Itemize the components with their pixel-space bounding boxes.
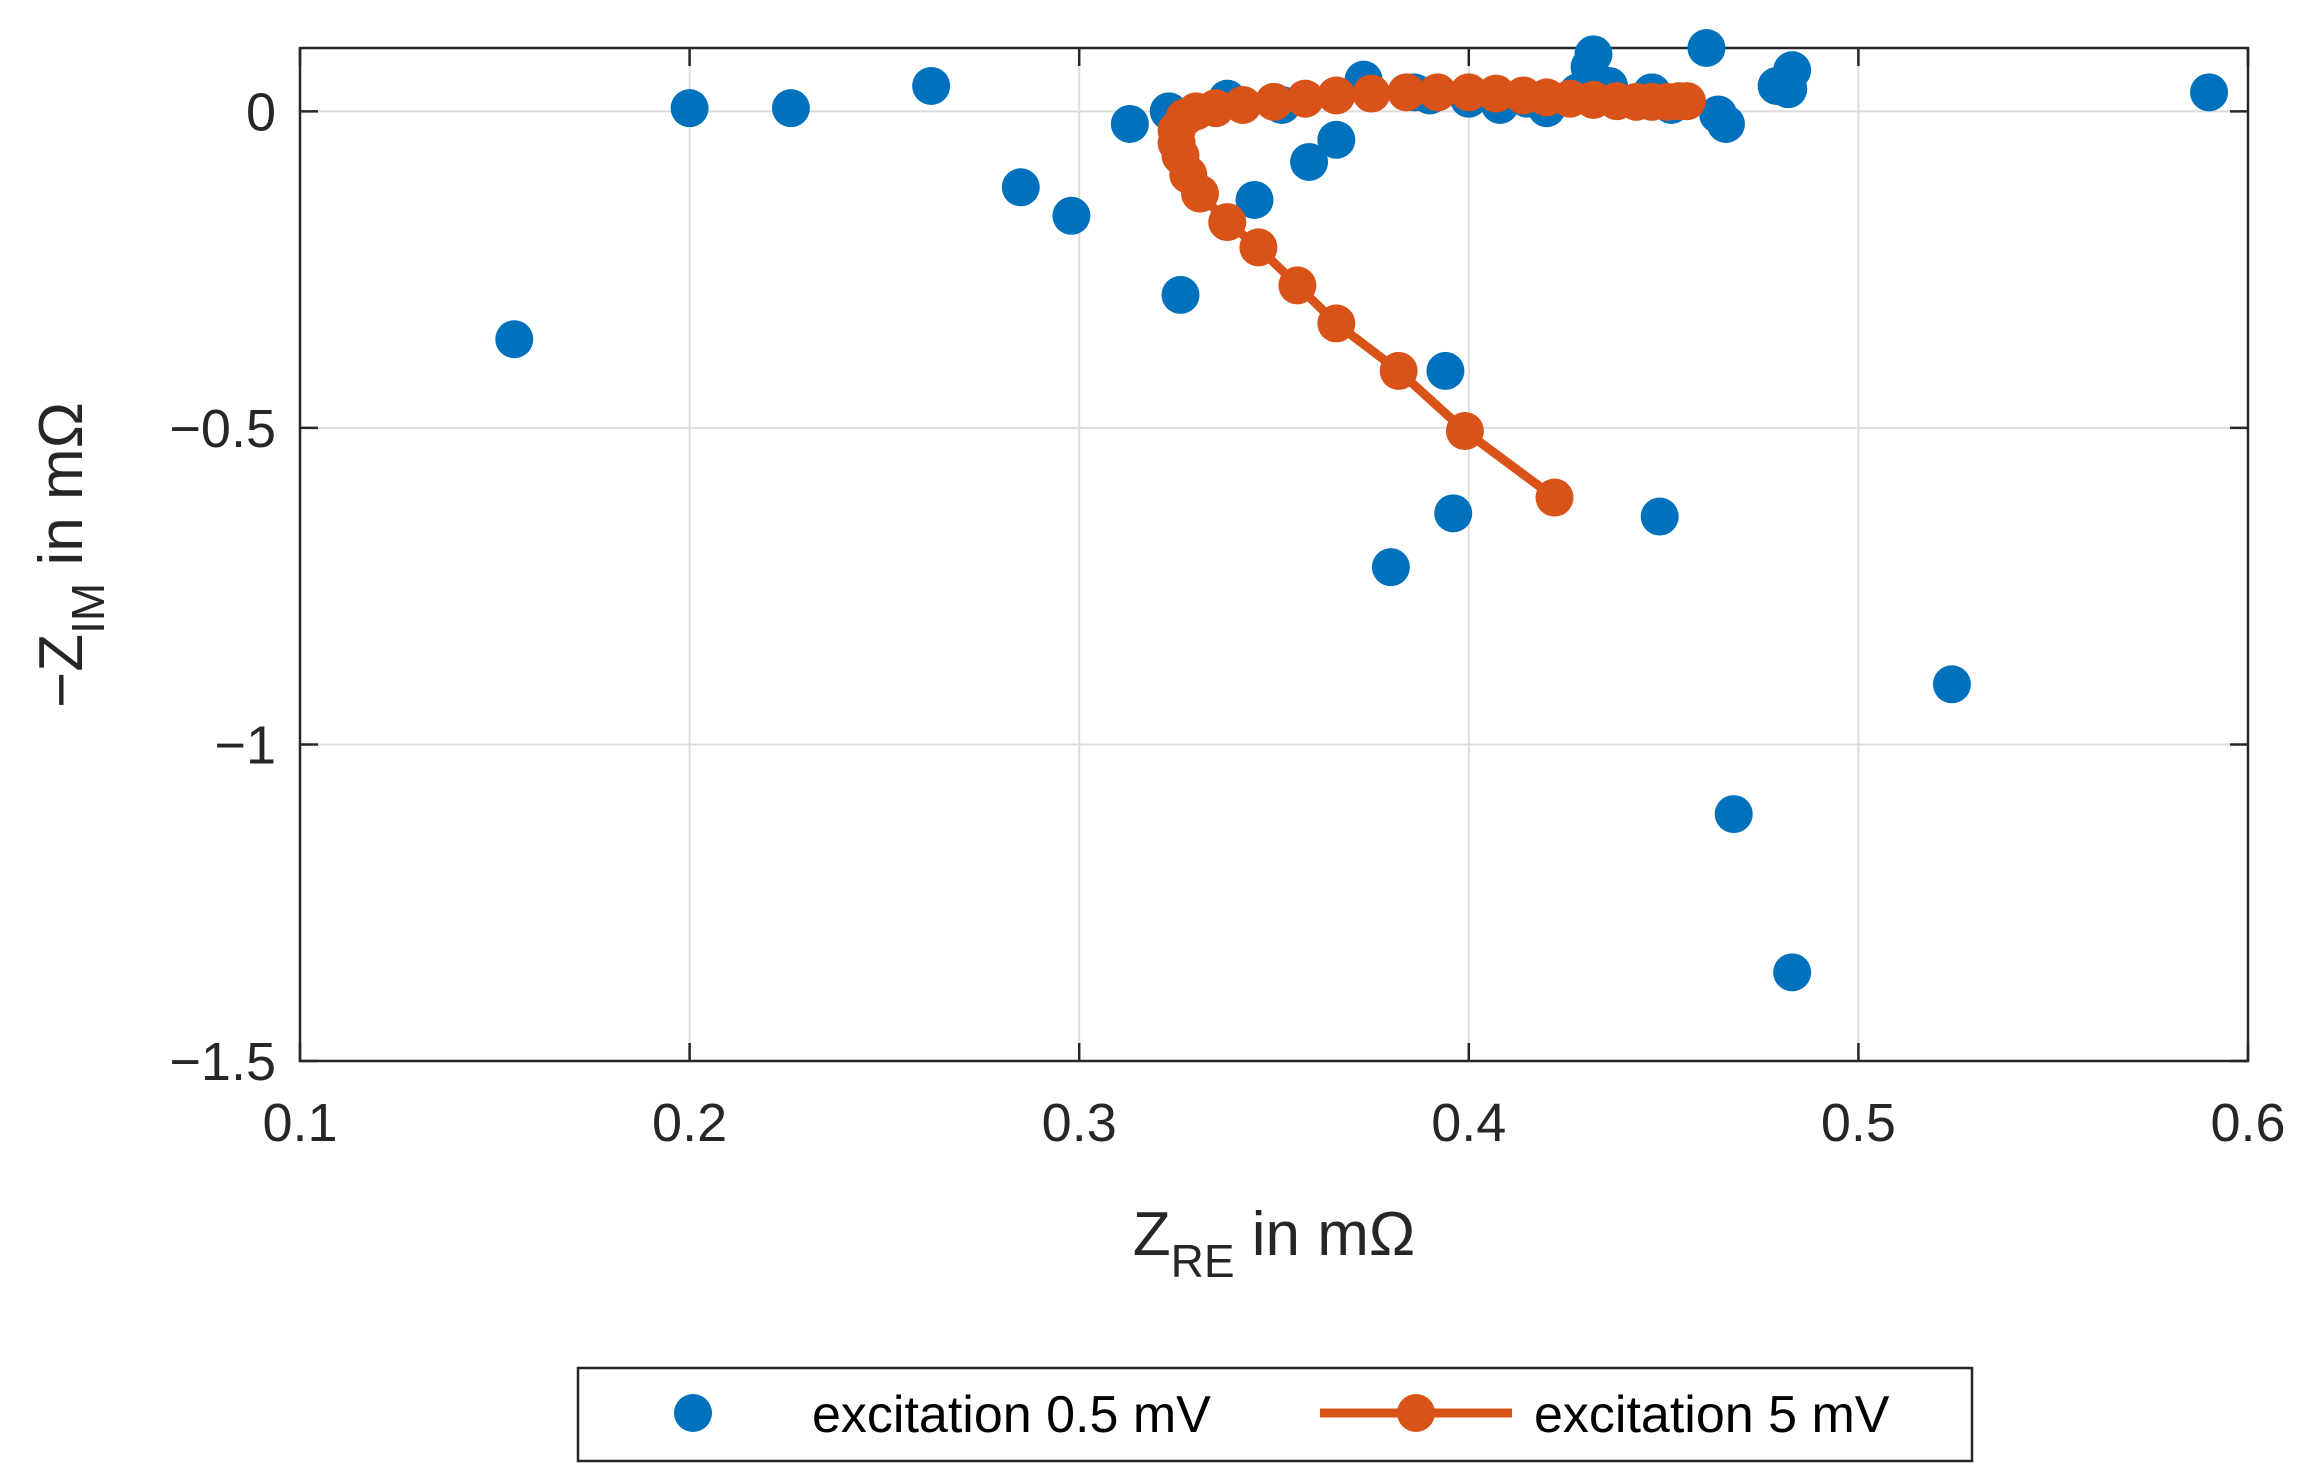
x-tick-label: 0.6 — [2210, 1093, 2285, 1153]
data-point — [1352, 74, 1391, 113]
legend-marker-blue — [674, 1394, 712, 1432]
data-point — [1110, 104, 1149, 143]
data-point — [1239, 228, 1278, 267]
data-point — [1535, 478, 1574, 517]
data-point — [1317, 120, 1356, 159]
data-point — [1371, 548, 1410, 587]
series-1 — [1157, 73, 1706, 517]
data-point — [1255, 82, 1293, 121]
data-point — [670, 89, 709, 128]
data-point — [1418, 73, 1457, 112]
data-point — [912, 66, 951, 105]
data-series — [495, 29, 2229, 992]
data-point — [1574, 35, 1613, 74]
legend-box — [576, 1366, 1974, 1463]
series-0 — [495, 29, 2229, 992]
y-tick-label: −1.5 — [169, 1032, 276, 1092]
data-point — [1317, 76, 1356, 115]
data-point — [1445, 412, 1484, 451]
data-point — [1161, 275, 1200, 314]
axis-ticks: 0.1 0.2 0.3 0.4 0.5 0.6 −1.5 −1 −0.5 0 — [169, 48, 2286, 1153]
data-point — [771, 89, 810, 128]
legend: excitation 0.5 mV excitation 5 mV — [576, 1366, 1974, 1463]
data-point — [1387, 73, 1426, 112]
data-point — [1286, 79, 1325, 118]
legend-label-0: excitation 0.5 mV — [812, 1386, 1211, 1444]
data-point — [1706, 104, 1745, 143]
data-point — [1640, 497, 1679, 536]
data-point — [1773, 953, 1812, 992]
data-point — [1379, 351, 1418, 390]
data-point — [1687, 29, 1726, 67]
series-line — [1172, 87, 1687, 502]
data-point — [1714, 795, 1753, 834]
data-point — [1052, 196, 1091, 235]
data-point — [2190, 73, 2229, 112]
legend-label-1: excitation 5 mV — [1534, 1386, 1890, 1444]
y-tick-label: −0.5 — [169, 399, 276, 459]
data-point — [1773, 51, 1812, 90]
y-tick-label: −1 — [214, 715, 276, 775]
data-point — [1426, 351, 1465, 390]
data-point — [1278, 266, 1317, 305]
data-point — [495, 320, 534, 359]
data-point — [1449, 73, 1488, 112]
y-tick-label: 0 — [246, 82, 276, 142]
data-point — [1208, 203, 1247, 242]
x-tick-label: 0.2 — [652, 1093, 727, 1153]
x-tick-label: 0.3 — [1042, 1093, 1117, 1153]
data-point — [1001, 168, 1040, 207]
data-point — [1317, 304, 1356, 343]
grid-lines — [299, 48, 2249, 1062]
legend-marker-orange — [1397, 1394, 1435, 1432]
x-tick-label: 0.1 — [262, 1093, 337, 1153]
x-axis-label: ZRE in mΩ — [1133, 1200, 1415, 1287]
plot-area-frame — [298, 46, 2250, 1063]
x-tick-label: 0.5 — [1821, 1093, 1896, 1153]
data-point — [1235, 180, 1274, 219]
x-tick-label: 0.4 — [1431, 1093, 1506, 1153]
data-point — [1667, 82, 1706, 121]
y-axis-label: −ZIM in mΩ — [27, 402, 114, 708]
data-point — [1223, 85, 1262, 124]
data-point — [1434, 494, 1473, 533]
data-point — [1477, 74, 1516, 113]
data-point — [1932, 665, 1971, 704]
data-point — [1290, 142, 1329, 181]
